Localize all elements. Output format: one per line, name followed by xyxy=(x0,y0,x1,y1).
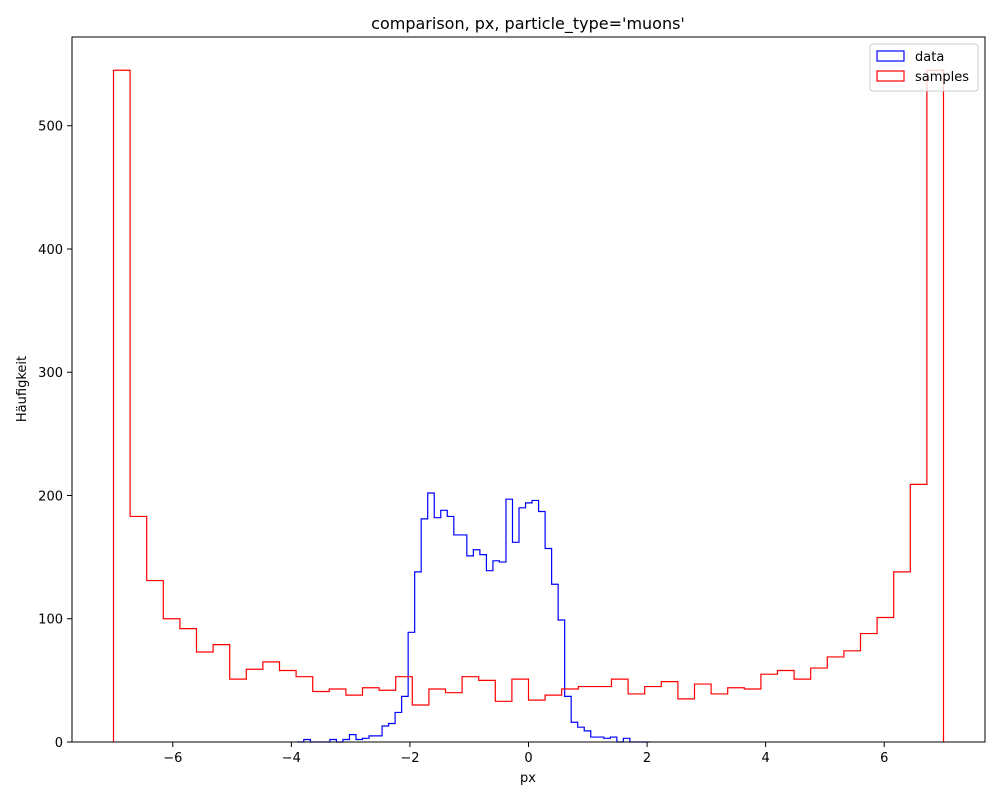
x-axis-ticks: −6 −4 −2 0 2 4 6 xyxy=(163,742,888,766)
chart-title: comparison, px, particle_type='muons' xyxy=(371,14,685,34)
legend: data samples xyxy=(869,43,979,92)
y-tick-label: 0 xyxy=(55,736,63,751)
axes-frame xyxy=(71,36,986,743)
series-data-step xyxy=(297,492,650,743)
x-tick-label: 2 xyxy=(643,751,651,766)
x-axis-label: px xyxy=(520,771,536,786)
legend-box xyxy=(869,43,979,92)
x-tick-label: 6 xyxy=(880,751,888,766)
plot-area xyxy=(112,69,945,743)
x-tick-label: −6 xyxy=(163,751,182,766)
y-tick-label: 300 xyxy=(38,366,63,381)
y-axis-ticks: 0 100 200 300 400 500 xyxy=(38,120,72,751)
legend-label-data: data xyxy=(915,50,944,65)
y-tick-label: 400 xyxy=(38,243,63,258)
x-tick-label: 4 xyxy=(762,751,770,766)
series-samples-step xyxy=(112,69,945,742)
y-tick-label: 100 xyxy=(38,613,63,628)
y-axis-label: Häufigkeit xyxy=(15,356,30,422)
y-tick-label: 500 xyxy=(38,120,63,135)
legend-label-samples: samples xyxy=(915,70,969,85)
x-tick-label: −4 xyxy=(282,751,301,766)
legend-swatch-samples xyxy=(876,70,905,82)
y-tick-label: 200 xyxy=(38,489,63,504)
legend-swatch-data xyxy=(876,50,905,62)
x-tick-label: −2 xyxy=(400,751,419,766)
x-tick-label: 0 xyxy=(524,751,532,766)
